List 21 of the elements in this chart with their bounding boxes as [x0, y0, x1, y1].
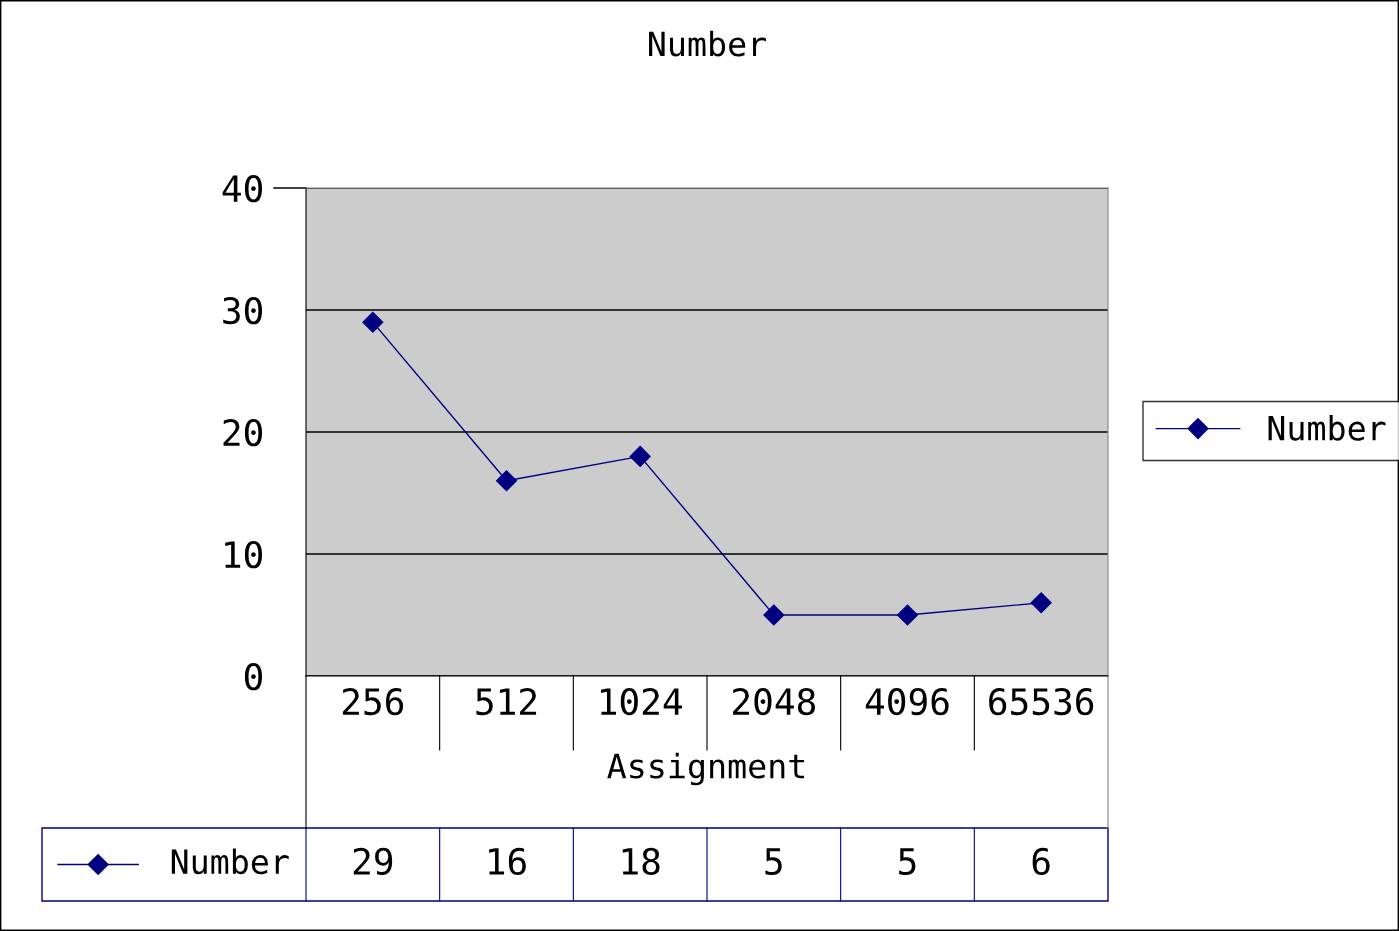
- y-tick-label: 40: [222, 175, 262, 203]
- x-tick-label: 65536: [989, 687, 1094, 716]
- y-tick-label: 20: [223, 419, 262, 447]
- y-tick-label: 0: [244, 663, 262, 691]
- x-tick-label: 4096: [865, 687, 949, 716]
- y-tick-label: 10: [225, 541, 262, 569]
- data-label: 5: [899, 848, 916, 876]
- x-axis-title: Assignment: [607, 752, 805, 786]
- x-tick-label: 2048: [733, 687, 816, 716]
- legend-label: Number: [1268, 414, 1386, 441]
- data-label: 16: [489, 847, 526, 876]
- chart-title: Number: [649, 30, 766, 57]
- x-tick-label: 256: [342, 687, 404, 716]
- x-tick-label: 512: [476, 687, 537, 716]
- data-label: 29: [353, 847, 393, 876]
- data-label: 18: [622, 847, 660, 876]
- data-label: 6: [1032, 847, 1050, 876]
- data-label: 5: [765, 848, 782, 876]
- y-tick-label: 30: [223, 297, 262, 325]
- text: Number: [171, 848, 289, 875]
- x-tick-label: 1024: [601, 687, 682, 716]
